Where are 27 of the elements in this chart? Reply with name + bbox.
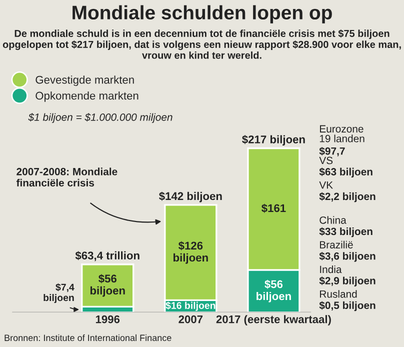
text: Eurozone 19 landen $97,7 bbox=[319, 125, 364, 156]
total-label: $63,4 trillion bbox=[75, 251, 140, 262]
x-tick-label: 2017 (eerste kwartaal) bbox=[216, 315, 331, 326]
total-label: $142 biljoen bbox=[159, 192, 222, 202]
text: $1 biljoen = $1.000.000 miljoen bbox=[28, 113, 172, 123]
chart-subtitle: De mondiale schuld is in een decennium tot de financiële crisis met $75 biljoen opgelopen tot $217 biljoen, dat is volgens een nieuw rapport $28.900 voor elke man, vrouw en kind ter wereld. bbox=[2, 29, 401, 59]
data-label: $16 biljoen bbox=[166, 302, 216, 311]
text: Rusland $0,5 biljoen bbox=[319, 290, 376, 312]
data-label: $56 biljoen bbox=[90, 274, 125, 297]
x-tick-label: 1996 bbox=[96, 315, 120, 324]
text: Brazilië $3,6 biljoen bbox=[319, 240, 376, 262]
legend-label: Opkomende markten bbox=[36, 91, 138, 102]
data-label: $56 biljoen bbox=[256, 280, 291, 302]
bar bbox=[81, 264, 134, 308]
total-label: $217 biljoen bbox=[242, 135, 305, 146]
chart-title: Mondiale schulden lopen op bbox=[72, 5, 332, 24]
text: Bronnen: Institute of International Finance bbox=[4, 334, 172, 342]
legend-label: Gevestigde markten bbox=[36, 76, 134, 86]
data-label: $161 bbox=[262, 204, 286, 213]
text: VK $2,2 biljoen bbox=[319, 182, 376, 202]
text: India $2,9 biljoen bbox=[319, 265, 376, 286]
data-label: $126 biljoen bbox=[174, 241, 208, 264]
x-tick-label: 2007 bbox=[178, 315, 203, 324]
text: China $33 biljoen bbox=[319, 216, 372, 238]
data-label: $7,4 biljoen bbox=[44, 283, 74, 304]
annotation: 2007-2008: Mondiale financiële crisis bbox=[16, 168, 118, 187]
text: VS $63 biljoen bbox=[319, 156, 372, 178]
